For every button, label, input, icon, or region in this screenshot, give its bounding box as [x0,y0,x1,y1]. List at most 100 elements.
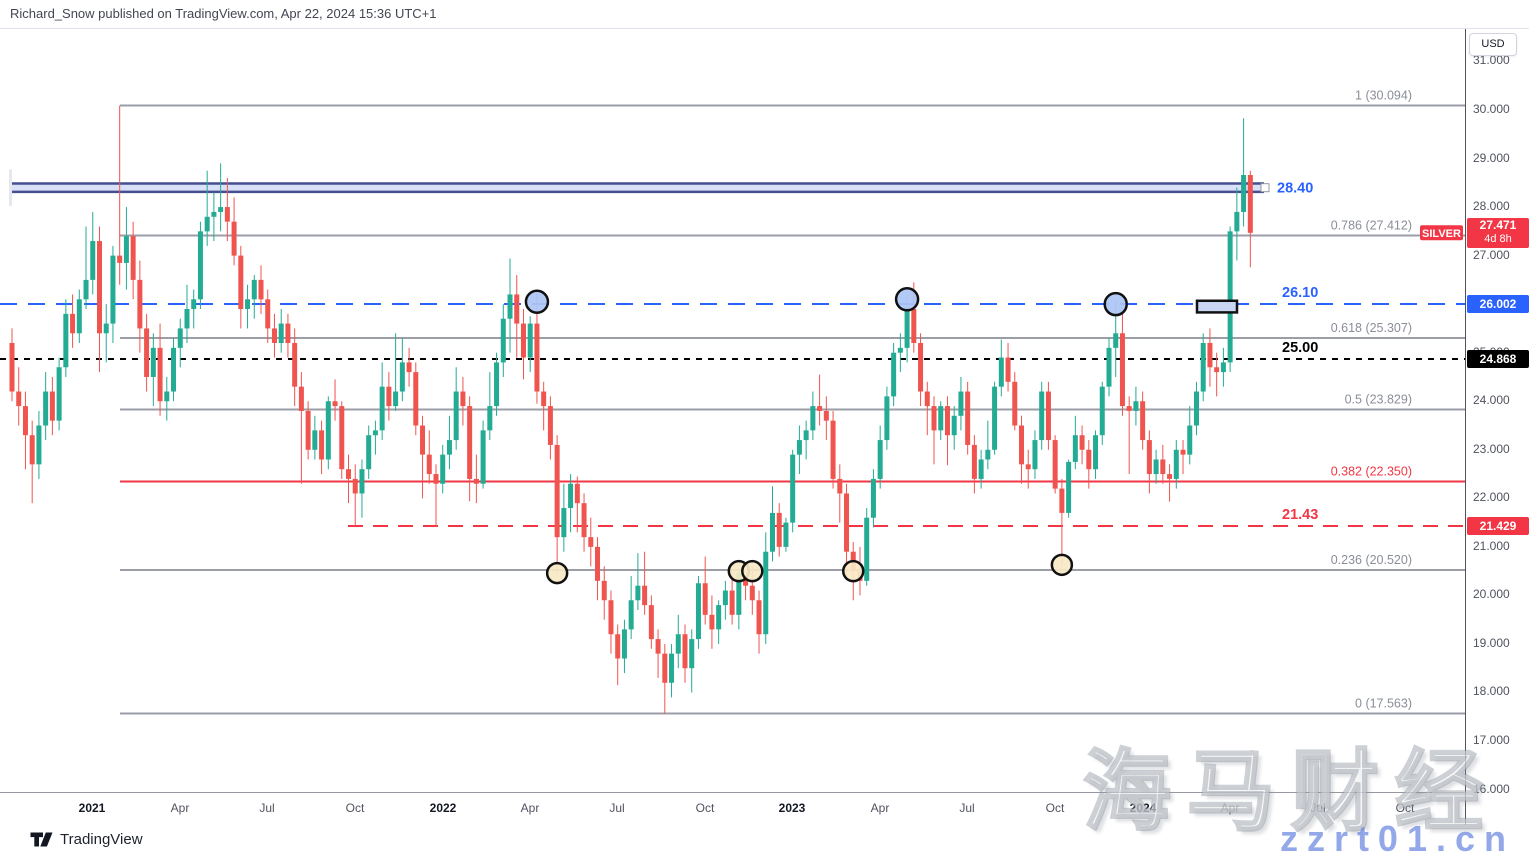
blue-circle-marker[interactable] [1103,291,1128,317]
candle-body[interactable] [978,459,984,479]
candle-body[interactable] [938,406,944,431]
candle-body[interactable] [372,430,378,436]
time-axis-month-label[interactable]: Apr [520,801,540,815]
time-axis-month-label[interactable]: Apr [170,801,190,815]
candle-body[interactable] [682,634,688,669]
candle-body[interactable] [870,478,876,518]
candle-body[interactable] [810,406,816,431]
blue-circle-marker[interactable] [524,289,550,314]
candle-body[interactable] [1234,211,1240,232]
time-axis-year-label[interactable]: 2022 [429,801,457,815]
candle-body[interactable] [1193,391,1199,426]
candle-body[interactable] [238,255,244,310]
candle-body[interactable] [278,323,284,343]
candle-body[interactable] [918,342,924,392]
candle-body[interactable] [897,347,903,353]
candle-body[interactable] [985,449,991,460]
candle-body[interactable] [184,309,190,329]
time-axis-month-label[interactable]: Oct [1395,801,1415,815]
time-axis-month-label[interactable]: Apr [1220,801,1240,815]
candle-body[interactable] [1187,425,1193,455]
candle-body[interactable] [1113,333,1119,348]
candle-body[interactable] [366,435,372,470]
candle-body[interactable] [406,362,412,373]
candle-body[interactable] [595,546,601,581]
candle-body[interactable] [763,551,769,635]
candle-body[interactable] [769,512,775,552]
candle-body[interactable] [312,430,318,450]
candle-body[interactable] [1093,435,1099,470]
candle-body[interactable] [224,207,230,222]
zone-right-handle[interactable] [1260,183,1270,193]
candle-body[interactable] [43,391,49,426]
candle-body[interactable] [547,406,553,445]
candle-body[interactable] [1200,342,1206,392]
candle-body[interactable] [1086,449,1092,470]
candle-body[interactable] [90,241,96,280]
candle-body[interactable] [164,391,170,402]
candle-body[interactable] [29,435,35,465]
candle-body[interactable] [722,590,728,606]
time-axis[interactable]: 2021 Apr Jul Oct 2022 Apr Jul Oct 2023 Apr Jul Oct 2… [0,792,1529,827]
candle-body[interactable] [1180,449,1186,455]
candle-body[interactable] [534,323,540,392]
candle-body[interactable] [70,313,76,334]
candle-body[interactable] [1146,440,1152,475]
time-axis-month-label[interactable]: Oct [695,801,715,815]
candle-body[interactable] [393,391,399,407]
candle-body[interactable] [494,362,500,407]
candle-body[interactable] [487,406,493,431]
candle-body[interactable] [736,573,742,615]
candle-body[interactable] [992,386,998,450]
tan-circle-marker[interactable] [1050,553,1074,577]
order-block-box[interactable] [1195,299,1239,314]
candle-body[interactable] [63,313,69,368]
candle-body[interactable] [251,279,257,300]
candle-body[interactable] [695,583,701,640]
candle-body[interactable] [1126,406,1132,411]
candle-body[interactable] [346,469,351,479]
candle-body[interactable] [426,454,432,475]
candle-body[interactable] [675,634,681,654]
candle-body[interactable] [171,347,177,392]
time-axis-month-label[interactable]: Oct [1045,801,1065,815]
candle-body[interactable] [96,241,102,334]
candle-body[interactable] [110,255,116,324]
candle-body[interactable] [9,342,15,392]
candlestick-series[interactable] [9,105,1253,714]
time-axis-month-label[interactable]: Jul [1310,801,1326,815]
candle-body[interactable] [157,347,163,402]
horizontal-line-21-43[interactable]: 21.43 [348,507,1465,528]
candle-body[interactable] [56,367,62,421]
candle-body[interactable] [709,614,715,630]
candle-body[interactable] [413,372,419,426]
candle-body[interactable] [433,474,439,484]
candle-body[interactable] [601,580,607,601]
tan-circle-marker[interactable] [545,561,569,585]
candle-body[interactable] [103,323,109,334]
candle-body[interactable] [467,406,473,479]
candle-body[interactable] [1167,474,1173,479]
candle-body[interactable] [204,216,210,232]
candle-body[interactable] [1005,357,1011,382]
candle-body[interactable] [332,401,338,407]
candle-body[interactable] [258,279,264,300]
time-axis-month-label[interactable]: Oct [345,801,365,815]
candle-body[interactable] [218,207,224,212]
blue-circle-marker[interactable] [894,287,920,312]
candle-body[interactable] [379,386,385,431]
candle-body[interactable] [1045,391,1051,441]
candle-body[interactable] [191,299,197,310]
candle-body[interactable] [22,406,28,436]
time-axis-month-label[interactable]: Apr [870,801,890,815]
candle-body[interactable] [1025,464,1031,470]
candle-body[interactable] [689,639,695,669]
candle-body[interactable] [1052,440,1058,489]
candle-body[interactable] [460,391,466,407]
candle-body[interactable] [325,401,331,460]
candle-body[interactable] [783,522,789,547]
candle-body[interactable] [803,430,809,441]
candle-body[interactable] [36,425,42,465]
candle-body[interactable] [177,328,183,348]
candle-body[interactable] [305,410,311,450]
